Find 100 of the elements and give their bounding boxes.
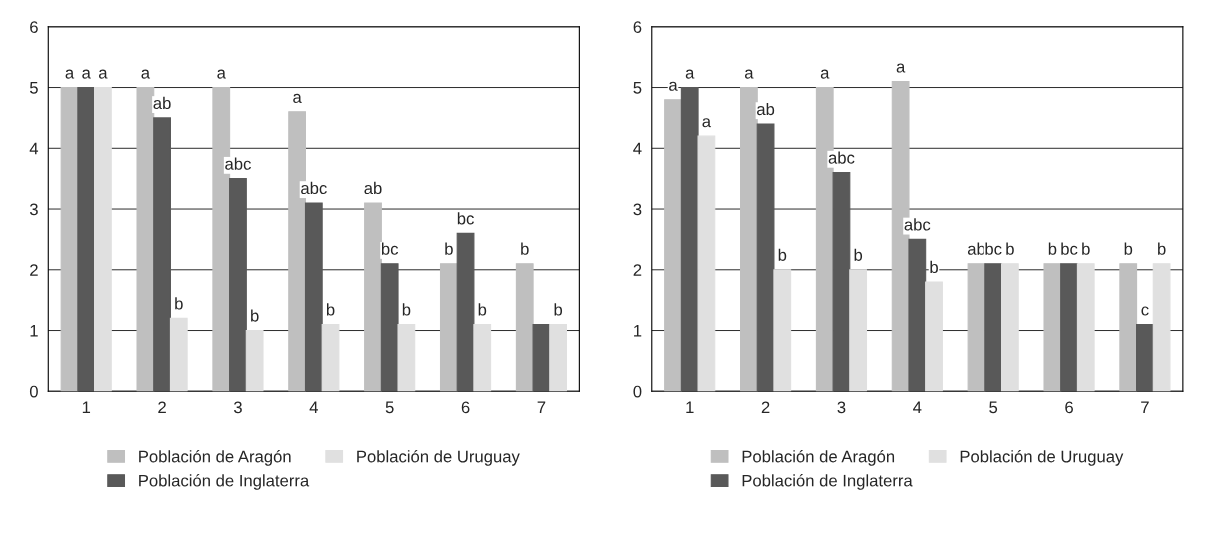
data-label: a — [896, 63, 906, 73]
bar — [664, 99, 682, 392]
y-tick-label: 1 — [634, 325, 642, 337]
x-tick-label: 7 — [537, 401, 546, 414]
data-label: a — [217, 69, 226, 79]
bar — [697, 135, 716, 392]
data-label: b — [1048, 242, 1057, 255]
data-label: b — [1124, 242, 1133, 255]
bar — [321, 323, 340, 392]
y-tick-label: 4 — [633, 142, 642, 155]
y-tick-label: 5 — [633, 82, 642, 94]
data-label: b — [554, 303, 563, 316]
bar — [967, 263, 986, 392]
x-tick-label: 4 — [309, 401, 318, 414]
bar — [756, 123, 775, 392]
x-tick-label: 6 — [1065, 401, 1073, 414]
data-label: a — [82, 69, 91, 79]
data-label: b — [1158, 242, 1166, 255]
bar — [680, 86, 699, 392]
data-label: b — [778, 248, 787, 261]
y-tick-label: 6 — [633, 21, 642, 33]
x-tick-label: 2 — [158, 401, 166, 414]
y-tick-label: 4 — [29, 142, 39, 155]
bar — [925, 281, 943, 392]
bar — [1152, 263, 1171, 392]
y-tick-label: 3 — [633, 203, 642, 216]
data-label: b — [478, 303, 487, 316]
y-tick-label: 2 — [633, 264, 642, 276]
bar — [532, 323, 551, 392]
legend-label: Población de Uruguay — [357, 450, 520, 466]
bar — [1076, 263, 1095, 392]
bar — [77, 86, 96, 392]
bar — [549, 323, 568, 392]
bar — [456, 232, 475, 392]
data-label: b — [251, 309, 259, 322]
bar — [1119, 263, 1138, 392]
bar — [304, 202, 323, 392]
legend-label: Población de Inglaterra — [742, 474, 913, 490]
data-label: abc — [225, 157, 251, 170]
data-label: b — [402, 303, 411, 316]
data-label: b — [175, 297, 183, 310]
data-label: b — [1006, 242, 1014, 255]
bar — [773, 269, 792, 392]
data-label: abc — [904, 218, 931, 231]
x-tick-label: 3 — [233, 401, 242, 414]
bar — [136, 86, 155, 392]
bar — [94, 86, 112, 392]
bar — [245, 329, 264, 392]
data-label: a — [820, 69, 830, 79]
data-label: b — [930, 260, 938, 274]
bar — [849, 269, 868, 392]
bar — [1060, 263, 1078, 392]
bar — [439, 263, 458, 392]
data-label: bc — [457, 212, 474, 225]
data-label: a — [141, 69, 151, 79]
data-label: a — [293, 93, 302, 103]
bar — [832, 172, 851, 392]
data-label: b — [326, 303, 335, 316]
x-tick-label: 6 — [461, 401, 470, 414]
data-label: b — [854, 248, 863, 261]
bar — [169, 317, 188, 392]
x-tick-label: 3 — [837, 401, 846, 414]
data-label: b — [445, 242, 453, 255]
x-tick-label: 2 — [761, 401, 770, 414]
y-tick-label: 0 — [29, 385, 38, 398]
data-label: bc — [985, 242, 1002, 255]
y-tick-label: 0 — [633, 385, 642, 398]
data-label: a — [744, 69, 754, 79]
data-label: abc — [828, 151, 855, 164]
data-label: ab — [364, 181, 382, 195]
bar — [364, 202, 382, 392]
bar — [473, 323, 492, 392]
x-tick-label: 1 — [686, 401, 694, 414]
bar — [739, 86, 758, 392]
data-label: c — [1141, 306, 1149, 316]
y-tick-label: 6 — [30, 21, 38, 33]
y-tick-label: 5 — [29, 82, 38, 94]
data-label: abc — [301, 181, 327, 195]
y-tick-label: 1 — [30, 325, 38, 337]
bar — [397, 323, 416, 392]
data-label: a — [685, 69, 695, 79]
data-label: ab — [153, 96, 171, 110]
legend-label: Población de Uruguay — [960, 450, 1124, 466]
bar — [380, 263, 399, 392]
data-label: a — [702, 118, 712, 128]
data-label: a — [65, 69, 75, 79]
data-label: bc — [381, 242, 399, 255]
bar — [60, 86, 79, 392]
x-tick-label: 7 — [1141, 401, 1149, 414]
data-label: a — [669, 81, 678, 91]
x-tick-label: 4 — [913, 401, 922, 414]
y-tick-label: 3 — [29, 203, 38, 216]
data-label: b — [1082, 242, 1090, 255]
x-tick-label: 1 — [82, 401, 91, 414]
bar — [908, 238, 927, 392]
bar — [1043, 263, 1062, 392]
data-label: b — [521, 242, 529, 255]
legend-label: Población de Aragón — [139, 450, 291, 466]
y-tick-label: 2 — [30, 264, 38, 276]
data-label: a — [98, 69, 108, 79]
